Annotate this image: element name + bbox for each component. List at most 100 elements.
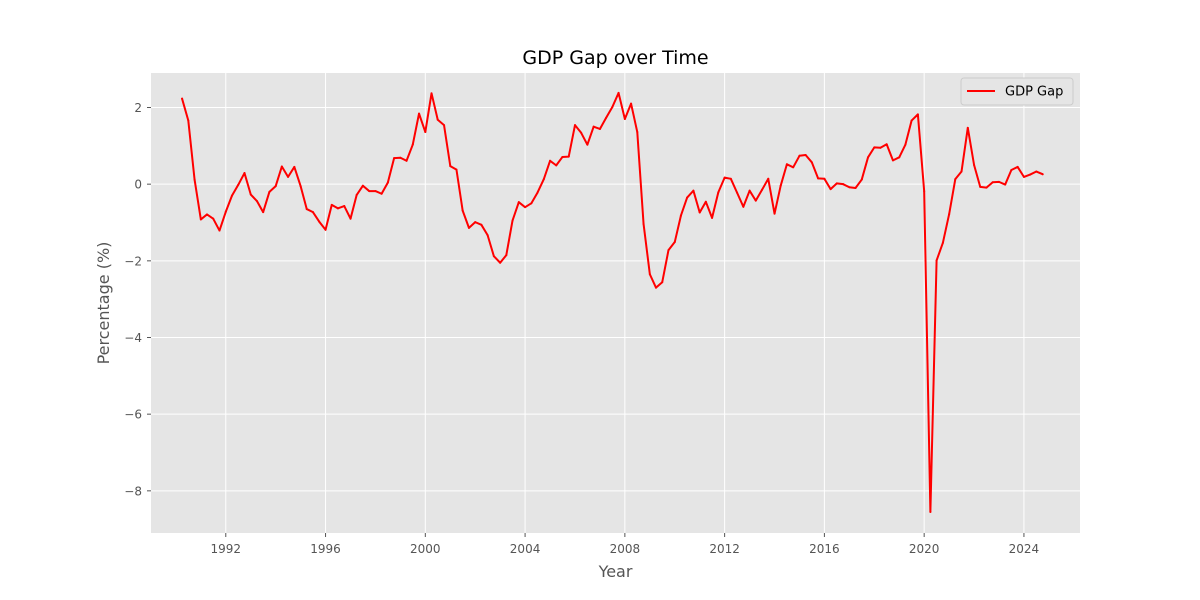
data-point — [673, 241, 676, 244]
x-tick-label: 1992 — [211, 542, 242, 556]
data-point — [293, 165, 296, 168]
data-point — [935, 259, 938, 262]
data-point — [642, 223, 645, 226]
data-point — [1029, 173, 1032, 176]
data-point — [636, 131, 639, 134]
y-tick-label: −4 — [124, 331, 142, 345]
data-point — [193, 178, 196, 181]
data-point — [455, 168, 458, 171]
data-point — [399, 156, 402, 159]
data-point — [443, 124, 446, 127]
data-point — [436, 118, 439, 121]
y-axis-ticks: −8 −6 −4 −2 0 2 — [124, 101, 151, 498]
data-point — [835, 182, 838, 185]
data-point — [867, 156, 870, 159]
data-point — [916, 113, 919, 116]
x-tick-label: 2024 — [1009, 542, 1040, 556]
data-point — [910, 119, 913, 122]
data-point — [798, 154, 801, 157]
data-point — [1016, 165, 1019, 168]
x-tick-label: 2020 — [909, 542, 940, 556]
data-point — [954, 178, 957, 181]
data-point — [785, 163, 788, 166]
data-point — [330, 203, 333, 206]
data-point — [386, 181, 389, 184]
data-point — [517, 201, 520, 204]
data-point — [1035, 170, 1038, 173]
data-point — [842, 183, 845, 186]
data-point — [287, 175, 290, 178]
data-point — [486, 234, 489, 237]
legend: GDP Gap — [960, 77, 1074, 106]
data-point — [187, 119, 190, 122]
data-point — [742, 205, 745, 208]
series-layer — [181, 91, 1044, 513]
data-point — [1041, 173, 1044, 176]
legend-label-gdp-gap: GDP Gap — [1005, 85, 1063, 100]
data-point — [567, 155, 570, 158]
y-tick-label: 0 — [134, 178, 142, 192]
x-tick-label: 2000 — [410, 542, 441, 556]
y-axis-label: Percentage (%) — [94, 242, 113, 365]
data-point — [611, 106, 614, 109]
data-point — [729, 177, 732, 180]
data-point — [779, 184, 782, 187]
data-point — [692, 189, 695, 192]
data-point — [449, 165, 452, 168]
data-point — [255, 200, 258, 203]
data-point — [748, 189, 751, 192]
data-point — [667, 249, 670, 252]
data-point — [860, 178, 863, 181]
data-point — [237, 183, 240, 186]
plot-area — [151, 73, 1080, 533]
data-point — [648, 273, 651, 276]
data-point — [823, 177, 826, 180]
data-point — [418, 112, 421, 115]
x-tick-label: 2008 — [610, 542, 641, 556]
data-point — [979, 185, 982, 188]
data-point — [274, 185, 277, 188]
data-point — [630, 102, 633, 105]
x-axis-ticks: 1992 1996 2000 2004 2008 2012 2016 2020 2024 — [211, 533, 1040, 556]
y-tick-label: −8 — [124, 484, 142, 498]
data-point — [280, 165, 283, 168]
data-point — [592, 125, 595, 128]
data-point — [623, 118, 626, 120]
data-point — [492, 255, 495, 258]
data-point — [661, 281, 664, 284]
data-point — [605, 116, 608, 119]
data-point — [318, 220, 321, 223]
data-point — [536, 191, 539, 194]
data-point — [655, 286, 657, 289]
data-point — [804, 154, 807, 157]
data-point — [767, 177, 770, 180]
data-point — [923, 190, 926, 193]
data-point — [754, 199, 757, 202]
data-point — [424, 131, 427, 134]
data-point — [829, 188, 832, 191]
data-point — [561, 155, 564, 158]
data-point — [393, 157, 396, 160]
data-point — [1022, 175, 1025, 178]
x-axis-label: Year — [598, 562, 633, 581]
data-point — [891, 159, 894, 162]
data-point — [461, 209, 464, 212]
data-point — [941, 241, 944, 244]
data-point — [212, 217, 215, 220]
data-point — [249, 193, 252, 196]
data-point — [929, 510, 932, 513]
data-point — [904, 143, 907, 146]
y-tick-label: −6 — [124, 408, 142, 422]
x-tick-label: 2012 — [709, 542, 740, 556]
data-point — [973, 164, 976, 166]
data-point — [704, 200, 707, 203]
data-point — [817, 177, 820, 180]
data-point — [524, 206, 527, 209]
data-point — [305, 208, 308, 211]
data-point — [268, 190, 271, 193]
data-point — [948, 213, 951, 216]
data-point — [879, 146, 882, 149]
data-point — [679, 214, 682, 217]
data-point — [580, 131, 583, 134]
